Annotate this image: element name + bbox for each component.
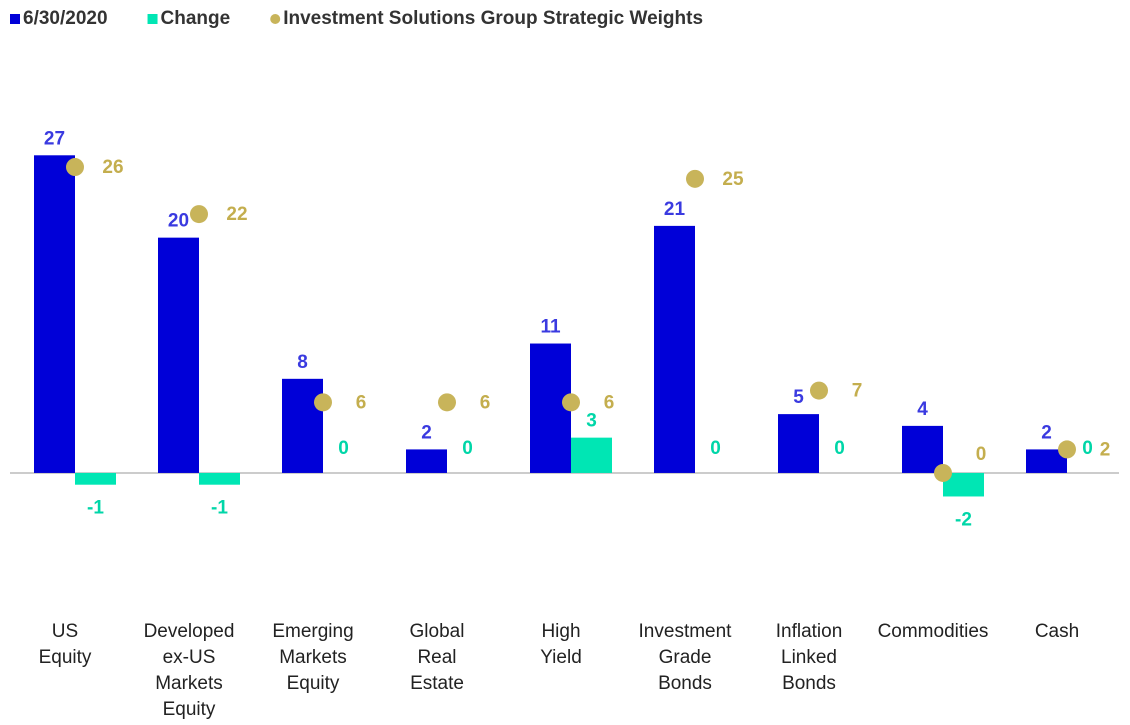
x-tick-label: Global Real Estate bbox=[410, 621, 465, 694]
x-tick-label: Inflation Linked Bonds bbox=[776, 621, 843, 694]
data-label: 0 bbox=[462, 438, 473, 459]
dot bbox=[190, 205, 208, 224]
bar bbox=[75, 472, 116, 485]
bar bbox=[778, 414, 819, 473]
bar bbox=[199, 472, 240, 485]
bar bbox=[943, 472, 984, 497]
data-label: 21 bbox=[664, 199, 686, 220]
legend-label: Change bbox=[161, 8, 231, 29]
data-label: 0 bbox=[976, 444, 987, 465]
dot bbox=[810, 381, 828, 400]
data-label: 6 bbox=[480, 392, 491, 413]
data-label: 7 bbox=[852, 381, 863, 402]
bar bbox=[654, 225, 695, 473]
data-label: 3 bbox=[586, 411, 597, 432]
data-label: 26 bbox=[102, 157, 123, 178]
data-label: 0 bbox=[1082, 438, 1093, 459]
dot bbox=[438, 393, 456, 412]
data-label: 27 bbox=[44, 128, 65, 149]
data-label: 2 bbox=[1100, 439, 1111, 460]
data-label: 20 bbox=[168, 211, 189, 232]
dot bbox=[934, 463, 952, 482]
dot bbox=[314, 393, 332, 412]
data-label: 2 bbox=[1041, 422, 1052, 443]
bar bbox=[1026, 449, 1067, 473]
dot bbox=[686, 169, 704, 188]
x-tick-label: Emerging Markets Equity bbox=[272, 621, 353, 694]
legend-label: 6/30/2020 bbox=[23, 8, 108, 29]
bar bbox=[282, 378, 323, 473]
bar bbox=[406, 449, 447, 473]
data-label: 5 bbox=[793, 387, 804, 408]
data-label: 0 bbox=[710, 438, 721, 459]
dot bbox=[1058, 440, 1076, 459]
data-label: 25 bbox=[722, 169, 744, 190]
data-label: -2 bbox=[955, 509, 972, 530]
bar bbox=[902, 425, 943, 473]
bar bbox=[158, 237, 199, 473]
data-label: 6 bbox=[356, 392, 367, 413]
data-label: 11 bbox=[540, 317, 561, 338]
data-label: 2 bbox=[421, 422, 432, 443]
data-label: 4 bbox=[917, 399, 928, 420]
bar bbox=[571, 437, 612, 473]
data-label: 22 bbox=[226, 204, 247, 225]
data-label: -1 bbox=[211, 498, 228, 519]
x-tick-label: Cash bbox=[1035, 621, 1079, 642]
dot bbox=[562, 393, 580, 412]
legend-marker bbox=[10, 14, 20, 24]
bar bbox=[530, 343, 571, 473]
x-tick-label: US Equity bbox=[39, 621, 92, 668]
legend-marker bbox=[147, 14, 158, 24]
data-label: 8 bbox=[297, 352, 308, 373]
bar bbox=[34, 155, 75, 473]
data-label: 0 bbox=[834, 438, 845, 459]
x-tick-label: Developed ex-US Markets Equity bbox=[144, 621, 235, 720]
data-label: 0 bbox=[338, 438, 349, 459]
x-tick-label: High Yield bbox=[540, 621, 582, 668]
x-tick-label: Investment Grade Bonds bbox=[639, 621, 733, 694]
legend-marker bbox=[270, 14, 281, 24]
data-label: -1 bbox=[87, 498, 104, 519]
x-tick-label: Commodities bbox=[878, 621, 989, 642]
legend-label: Investment Solutions Group Strategic Wei… bbox=[283, 8, 703, 29]
data-label: 6 bbox=[604, 392, 615, 413]
dot bbox=[66, 158, 84, 177]
